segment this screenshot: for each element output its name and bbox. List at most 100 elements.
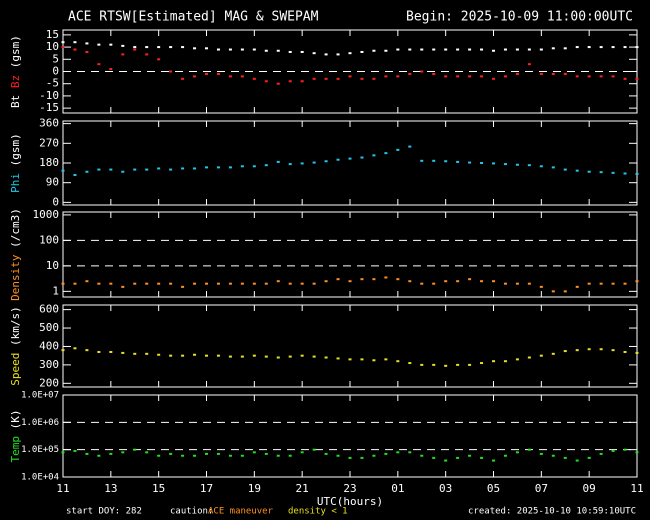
data-point [324, 280, 328, 283]
data-point [181, 167, 185, 170]
data-point [492, 77, 495, 80]
data-point [396, 278, 400, 281]
data-point [133, 282, 137, 285]
data-point [216, 72, 220, 75]
data-point [611, 349, 615, 352]
data-point [109, 452, 113, 455]
data-point [551, 290, 555, 293]
data-point [205, 282, 208, 285]
data-point [288, 454, 292, 457]
data-point [228, 166, 232, 169]
y-unit: (/cm3) [9, 208, 22, 248]
data-point [193, 47, 197, 50]
x-tick-label: 21 [296, 482, 309, 495]
data-point [384, 49, 388, 52]
data-point [252, 48, 256, 51]
data-point [396, 148, 400, 151]
maneuver-note: ACE maneuver [208, 507, 274, 517]
data-point [216, 48, 220, 51]
data-point [252, 165, 256, 168]
data-point [432, 456, 436, 459]
x-tick-label: 19 [248, 482, 261, 495]
data-point [324, 356, 328, 359]
data-point [216, 282, 220, 285]
data-point [396, 360, 400, 363]
data-point [575, 169, 579, 172]
data-point [408, 48, 412, 51]
data-point [527, 282, 531, 285]
data-point [348, 157, 352, 160]
data-point [611, 449, 615, 452]
data-point [384, 358, 388, 361]
data-point [635, 46, 639, 49]
data-point [324, 77, 328, 80]
data-point [312, 355, 316, 358]
data-point [73, 174, 77, 177]
data-point [97, 63, 101, 66]
data-point [97, 168, 101, 171]
data-point [240, 75, 244, 78]
data-point [264, 282, 268, 285]
data-point [539, 452, 543, 455]
data-point [264, 80, 268, 83]
data-point [575, 46, 579, 49]
data-point [635, 451, 639, 454]
data-point [599, 46, 603, 49]
data-point [420, 282, 424, 285]
data-point [408, 145, 412, 148]
data-point [587, 170, 591, 173]
y-tick-label: 270 [39, 136, 59, 149]
data-point [551, 166, 555, 169]
y-unit: (gsm) [9, 35, 22, 68]
data-point [515, 358, 519, 361]
y-tick-label: 180 [39, 156, 59, 169]
data-point [205, 166, 208, 169]
data-point [515, 163, 519, 166]
data-point [635, 172, 639, 175]
data-point [121, 170, 125, 173]
data-point [205, 452, 208, 455]
data-point [276, 82, 280, 85]
data-point [300, 451, 304, 454]
data-point [468, 48, 472, 51]
data-point [432, 282, 436, 285]
y-tick-label: 100 [39, 233, 59, 246]
data-point [420, 48, 424, 51]
data-point [264, 49, 268, 52]
data-point [61, 46, 65, 49]
data-point [408, 451, 412, 454]
data-point [228, 282, 232, 285]
y-tick-label: 1.0E+04 [21, 473, 59, 483]
data-point [276, 454, 280, 457]
data-point [456, 48, 460, 51]
data-point [360, 77, 364, 80]
y-tick-label: 1000 [33, 208, 60, 221]
data-point [109, 350, 113, 353]
data-point [181, 46, 185, 49]
y-unit: (K) [9, 410, 22, 430]
data-point [85, 452, 89, 455]
data-point [539, 48, 543, 51]
data-point [336, 357, 340, 360]
data-point [623, 46, 627, 49]
data-point [492, 360, 495, 363]
data-point [503, 48, 507, 51]
x-tick-label: 07 [535, 482, 548, 495]
data-point [61, 349, 65, 352]
data-point [432, 72, 436, 75]
data-point [492, 162, 495, 165]
panel-frame [62, 304, 638, 388]
data-point [492, 280, 495, 283]
data-point [360, 50, 364, 53]
data-point [444, 160, 448, 163]
y-tick-label: 200 [39, 376, 59, 389]
data-point [157, 282, 161, 285]
data-point [288, 282, 292, 285]
data-point [169, 452, 173, 455]
data-point [480, 362, 484, 365]
data-point [121, 351, 125, 354]
x-tick-label: 05 [487, 482, 500, 495]
data-point [133, 448, 137, 451]
data-point [109, 282, 113, 285]
